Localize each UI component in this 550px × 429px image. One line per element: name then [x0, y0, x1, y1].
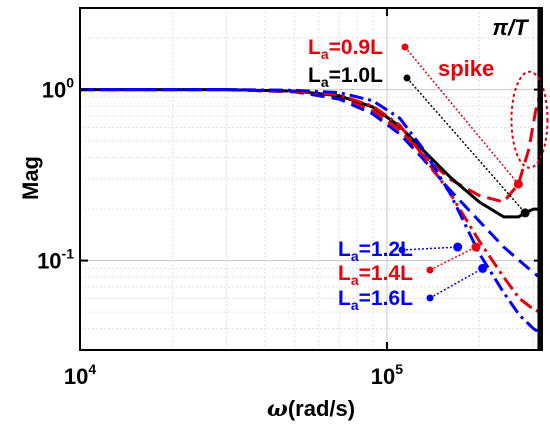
leader-dot	[403, 74, 411, 82]
series-label-subscript: a	[321, 46, 329, 62]
series-label-l: L	[338, 238, 351, 261]
y-axis-label: Mag	[18, 156, 43, 200]
x-tick-label-base: 10	[64, 364, 88, 389]
series-label-l: L	[308, 64, 321, 87]
leader-dot	[426, 266, 434, 274]
series-marker	[471, 242, 481, 252]
axes-frame	[79, 7, 543, 351]
leader-line	[401, 246, 458, 251]
series-line	[80, 88, 541, 279]
series-marker	[478, 263, 488, 273]
y-tick-label: 10-1	[37, 246, 74, 274]
series-label: La=0.9L	[308, 36, 383, 62]
series-label-value: =1.4L	[359, 262, 413, 285]
leader-line	[406, 77, 526, 214]
x-axis-label-omega: ω	[267, 396, 288, 422]
x-tick-label: 104	[64, 361, 96, 389]
series-label-subscript: a	[351, 248, 359, 264]
leader-dot	[398, 246, 406, 254]
series-label-subscript: a	[351, 272, 359, 288]
leader-dot	[426, 294, 434, 302]
y-tick-label: 100	[42, 75, 74, 103]
series-label-value: =0.9L	[329, 36, 383, 59]
x-tick-label: 105	[371, 361, 403, 389]
y-tick-label-exp: 0	[66, 75, 74, 91]
y-tick-label-exp: -1	[62, 246, 75, 262]
x-axis-label-unit: (rad/s)	[288, 396, 355, 421]
series-label: La=1.6L	[338, 287, 413, 313]
x-tick-label-exp: 4	[88, 361, 96, 377]
series-label-value: =1.6L	[359, 287, 413, 310]
series-label-subscript: a	[351, 297, 359, 313]
pi-over-t-label: π/T	[492, 15, 529, 40]
series-label-value: =1.0L	[329, 64, 383, 87]
series-label: La=1.2L	[338, 238, 413, 264]
series-line	[80, 88, 541, 314]
x-tick-label-exp: 5	[395, 361, 403, 377]
series-marker	[513, 179, 523, 189]
slash-symbol: /	[507, 15, 517, 40]
t-symbol: T	[514, 15, 529, 40]
leader-line	[429, 246, 477, 271]
x-axis-label: ω(rad/s)	[267, 396, 355, 422]
series-label: La=1.0L	[308, 64, 383, 90]
series-label-subscript: a	[321, 74, 329, 90]
x-tick-label-base: 10	[371, 364, 395, 389]
ticks	[79, 8, 542, 350]
series-line	[80, 88, 541, 334]
spike-ellipse	[510, 70, 549, 169]
series-label-l: L	[338, 287, 351, 310]
series-label-value: =1.2L	[359, 238, 413, 261]
y-tick-label-base: 10	[42, 78, 66, 103]
series-label-l: L	[338, 262, 351, 285]
series-label-l: L	[308, 36, 321, 59]
series-marker	[453, 242, 463, 252]
spike-label: spike	[438, 56, 494, 81]
series-label: La=1.4L	[338, 262, 413, 288]
pi-symbol: π	[492, 15, 508, 40]
series-marker	[520, 208, 530, 218]
y-tick-label-base: 10	[37, 249, 61, 274]
leader-line	[404, 46, 519, 185]
leader-dot	[401, 43, 409, 51]
